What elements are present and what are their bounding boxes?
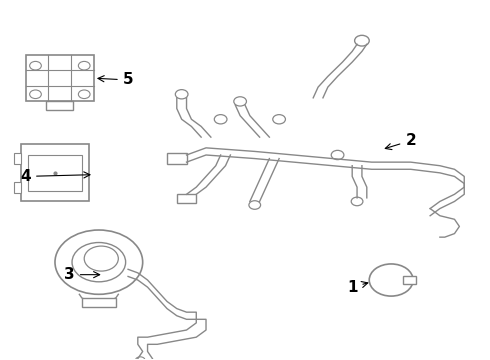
Circle shape: [355, 35, 369, 46]
Circle shape: [331, 150, 344, 159]
Circle shape: [72, 243, 125, 282]
Circle shape: [84, 246, 118, 271]
Circle shape: [351, 197, 363, 206]
FancyBboxPatch shape: [21, 144, 89, 202]
Circle shape: [135, 357, 145, 360]
FancyBboxPatch shape: [28, 155, 82, 191]
Text: 2: 2: [385, 133, 416, 150]
FancyBboxPatch shape: [177, 194, 196, 203]
Circle shape: [234, 97, 246, 106]
Circle shape: [369, 264, 413, 296]
Text: 5: 5: [98, 72, 133, 87]
Circle shape: [214, 114, 227, 124]
Text: 1: 1: [347, 280, 368, 295]
FancyBboxPatch shape: [14, 153, 21, 164]
Text: 4: 4: [21, 169, 90, 184]
FancyBboxPatch shape: [14, 182, 21, 193]
Circle shape: [249, 201, 261, 209]
FancyBboxPatch shape: [403, 276, 416, 284]
FancyBboxPatch shape: [46, 102, 74, 111]
Circle shape: [175, 90, 188, 99]
FancyBboxPatch shape: [167, 153, 187, 164]
FancyBboxPatch shape: [82, 298, 116, 307]
FancyBboxPatch shape: [26, 55, 94, 102]
Text: 3: 3: [64, 267, 99, 282]
Circle shape: [55, 230, 143, 294]
Circle shape: [273, 114, 286, 124]
